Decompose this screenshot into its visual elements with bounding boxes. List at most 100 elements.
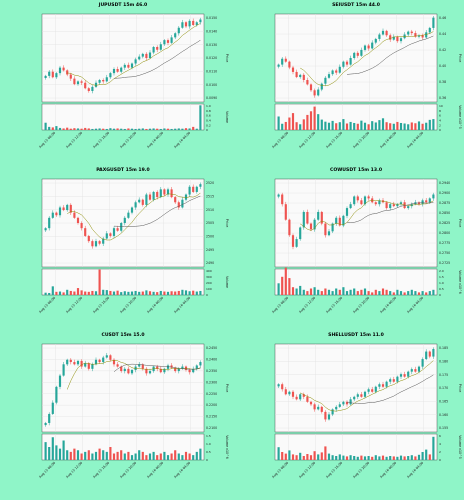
volume-tick-label: 1.5 <box>439 275 444 279</box>
candle-body <box>309 84 313 91</box>
candle-body <box>306 211 309 224</box>
candle-body <box>378 34 381 39</box>
volume-bar <box>87 291 90 295</box>
price-tick-label: 0.2400 <box>206 358 217 362</box>
volume-bar <box>277 447 280 460</box>
candle-body <box>425 200 428 203</box>
volume-bar <box>338 454 341 460</box>
volume-bar <box>392 292 395 295</box>
price-axis-label: Price <box>225 384 229 394</box>
candle-body <box>414 369 417 372</box>
candle-body <box>177 368 180 372</box>
price-tick-label: 0.2300 <box>206 380 217 384</box>
volume-bar <box>138 450 141 460</box>
candle-body <box>432 194 435 199</box>
candle-body <box>338 217 341 226</box>
volume-bar <box>335 123 338 130</box>
candle-body <box>331 223 334 232</box>
volume-tick-label: 0 <box>206 293 208 297</box>
volume-bar <box>195 128 198 130</box>
price-tick-label: 2520 <box>206 181 214 185</box>
price-tick-label: 0.165 <box>439 399 448 403</box>
candle-body <box>87 88 90 91</box>
volume-bar <box>295 455 298 460</box>
volume-bar <box>134 453 137 460</box>
candle-body <box>371 389 374 392</box>
candle-body <box>342 215 345 226</box>
volume-bar <box>84 127 87 130</box>
candle-body <box>284 389 287 395</box>
volume-bar <box>170 453 173 460</box>
volume-bar <box>174 128 177 130</box>
volume-bar <box>414 123 417 130</box>
volume-bar <box>76 450 80 460</box>
candle-body <box>163 368 166 373</box>
price-tick-label: 0.175 <box>439 373 448 377</box>
volume-bar <box>87 128 90 130</box>
volume-bar <box>331 120 334 130</box>
volume-bar <box>309 455 313 460</box>
candle-body <box>58 207 62 216</box>
candle-body <box>48 217 51 229</box>
candle-body <box>166 189 170 195</box>
price-tick-label: 0.2800 <box>439 231 450 235</box>
candle-body <box>69 204 72 213</box>
candle-body <box>44 422 47 426</box>
volume-bar <box>295 288 298 295</box>
x-tick-label: Aug 16 00:00 <box>379 296 397 314</box>
candle-body <box>123 217 126 223</box>
volume-bar <box>385 289 388 295</box>
candle-body <box>192 186 195 192</box>
volume-bar <box>134 128 137 130</box>
volume-bar <box>277 116 280 130</box>
volume-bar <box>109 290 112 295</box>
candle-body <box>134 366 137 370</box>
x-tick-label: Aug 16 04:00 <box>406 131 424 149</box>
candle-body <box>80 223 83 229</box>
candle-body <box>62 207 65 211</box>
price-tick-label: 0.46 <box>439 16 446 20</box>
volume-bar <box>381 455 385 460</box>
candle-body <box>120 67 123 72</box>
candle-body <box>80 360 83 367</box>
volume-bar <box>385 456 388 460</box>
volume-bar <box>195 451 198 460</box>
volume-bar <box>324 288 327 295</box>
candle-body <box>295 239 298 247</box>
price-tick-label: 0.180 <box>439 359 448 363</box>
volume-panel <box>274 103 438 131</box>
candle-body <box>371 42 374 49</box>
volume-bar <box>407 456 410 460</box>
candle-body <box>353 196 356 205</box>
volume-bar <box>159 290 162 295</box>
volume-bar <box>345 123 349 130</box>
volume-bar <box>156 455 159 460</box>
candle-body <box>392 379 395 382</box>
volume-bar <box>349 289 352 295</box>
volume-bar <box>159 453 162 460</box>
volume-bar <box>378 291 381 295</box>
candle-body <box>432 17 435 28</box>
volume-bar <box>130 128 134 130</box>
volume-bar <box>130 455 134 460</box>
volume-bar <box>48 126 51 130</box>
candle-body <box>385 381 388 387</box>
candle-body <box>188 186 191 195</box>
volume-bar <box>421 123 424 130</box>
candle-body <box>306 396 309 402</box>
candle-body <box>363 391 367 397</box>
volume-bar <box>324 121 327 130</box>
volume-bar <box>199 290 202 295</box>
volume-bar <box>91 453 94 460</box>
candle-body <box>342 401 345 405</box>
candle-body <box>181 199 184 208</box>
volume-bar <box>84 291 87 295</box>
volume-bar <box>195 291 198 295</box>
candle-body <box>356 52 359 56</box>
candle-body <box>317 406 320 410</box>
x-tick-label: Aug 16 00:00 <box>146 461 164 479</box>
x-tick-label: Aug 16 00:00 <box>146 131 164 149</box>
volume-bar <box>166 128 170 130</box>
candle-body <box>105 77 108 82</box>
volume-bar <box>428 119 431 130</box>
